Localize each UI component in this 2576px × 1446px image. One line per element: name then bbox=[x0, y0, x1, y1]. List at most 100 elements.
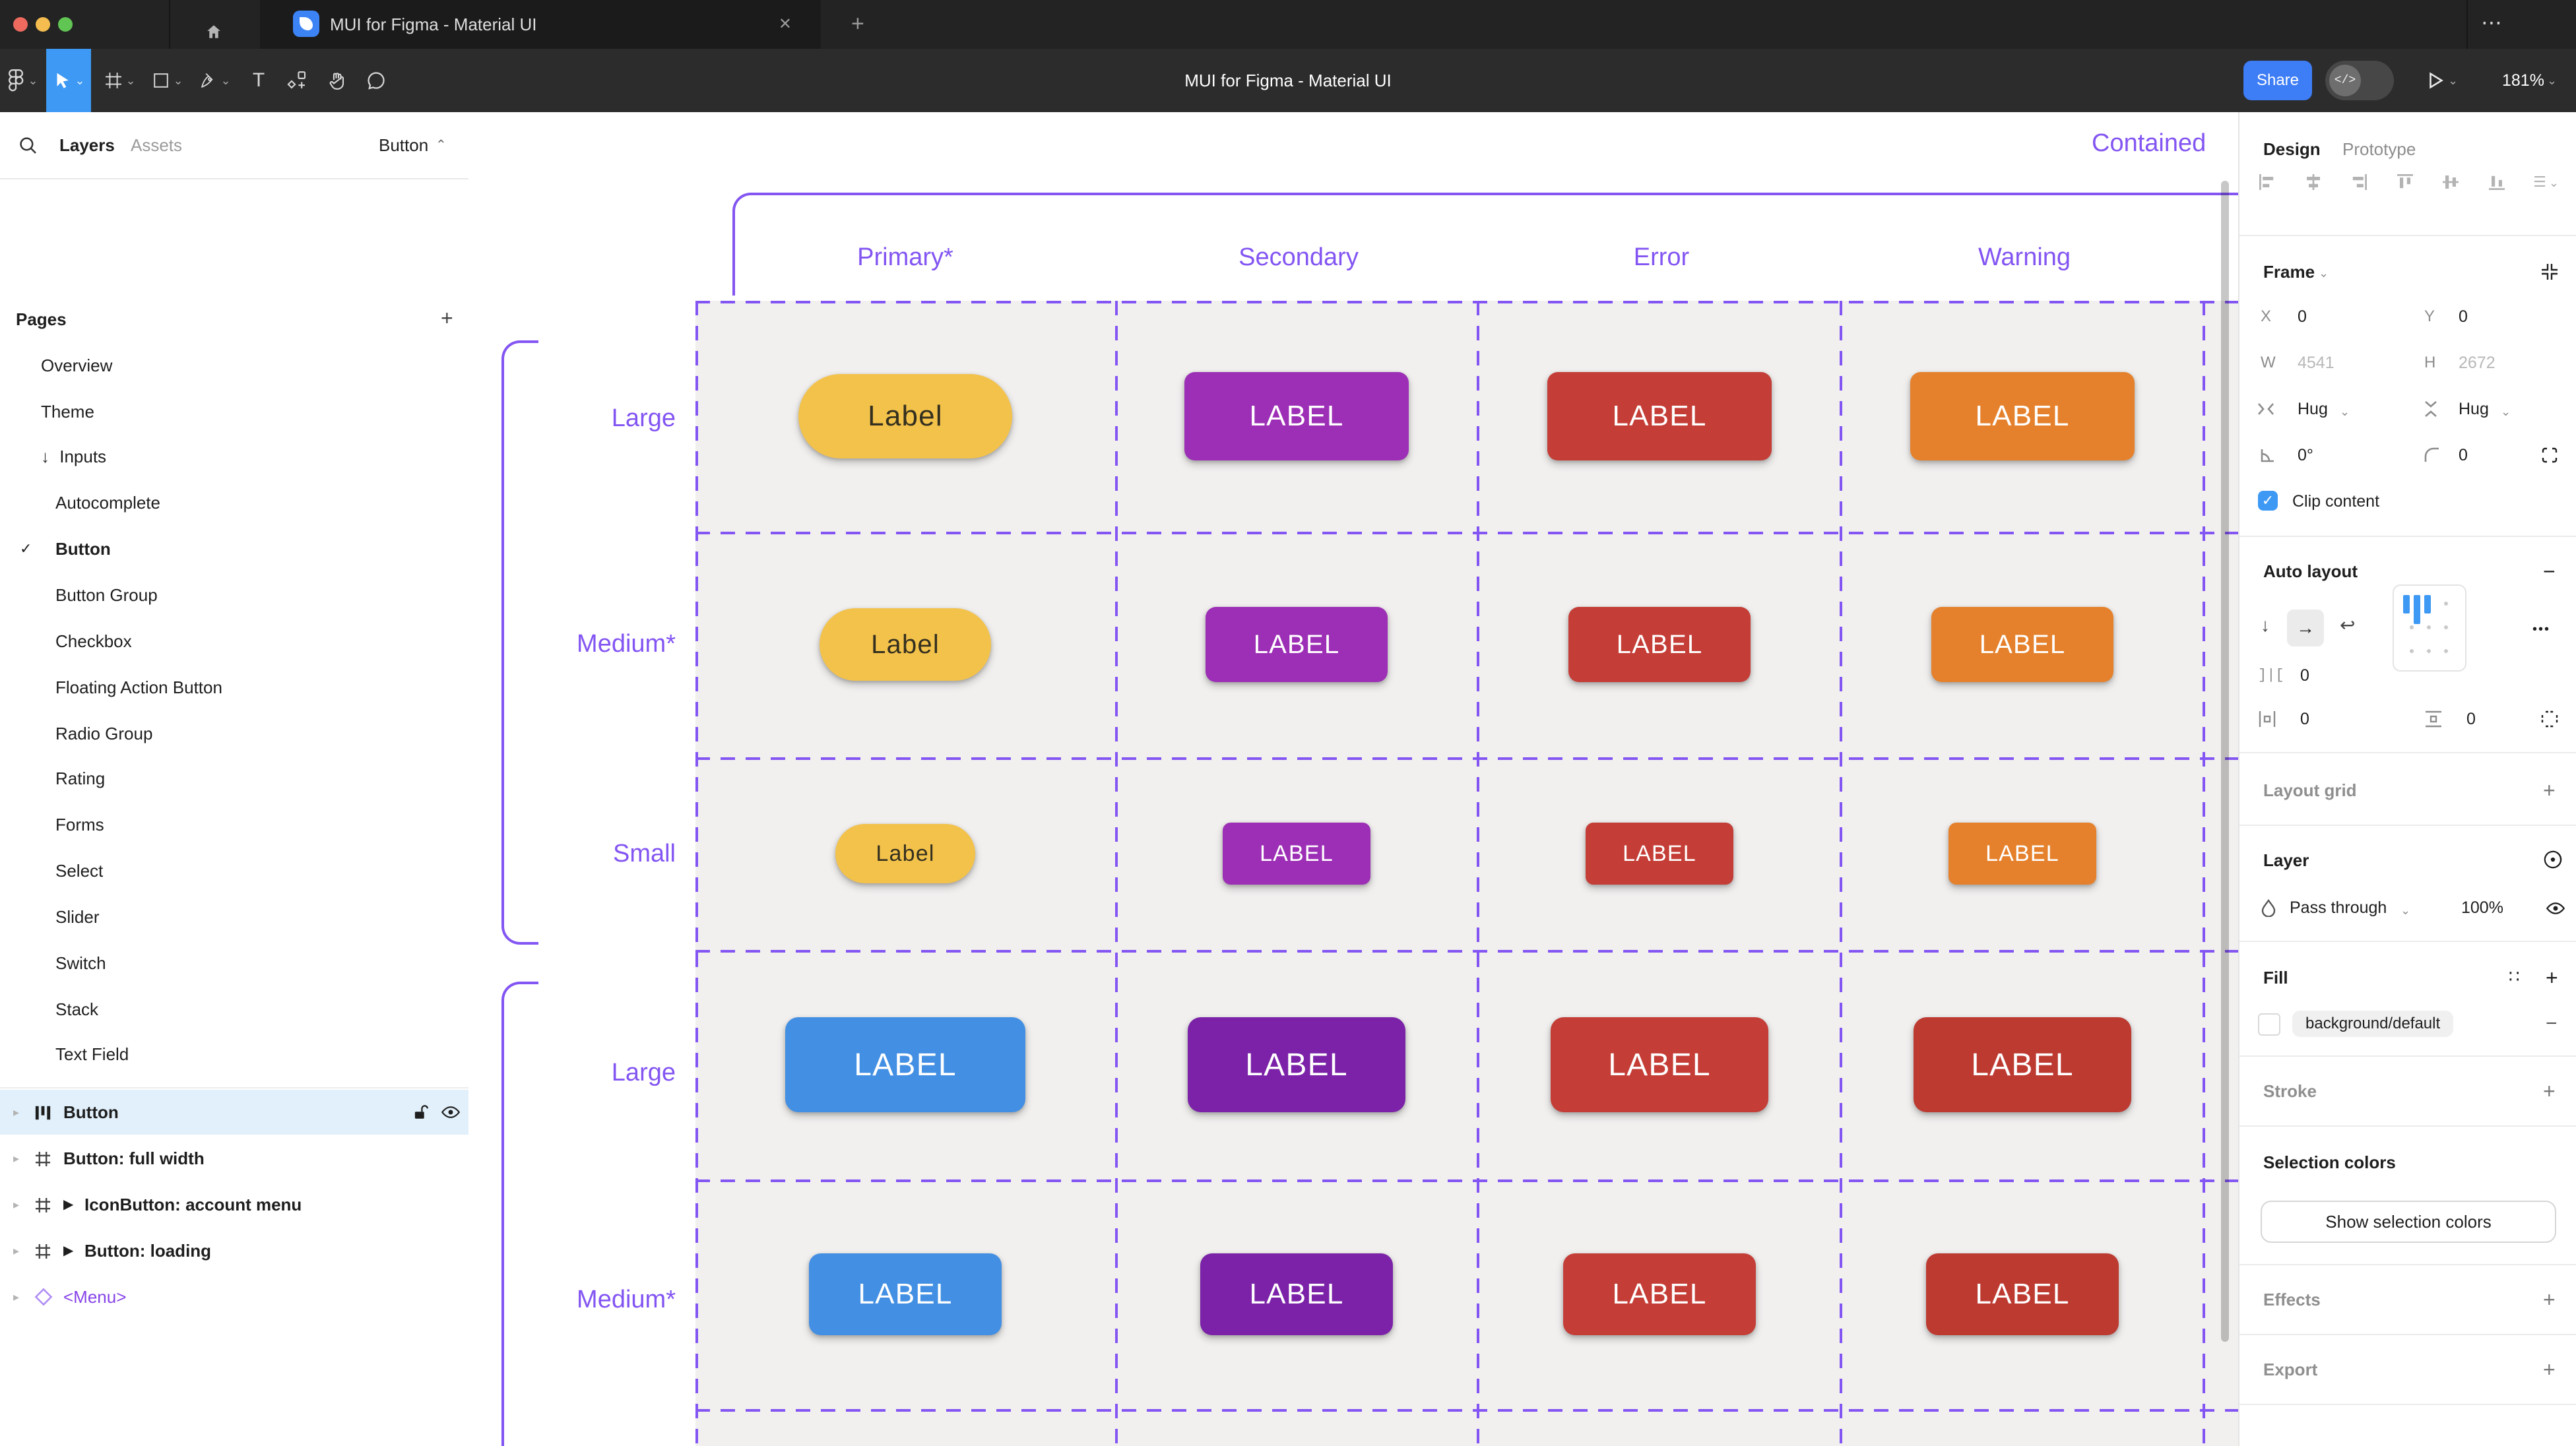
button-primary-small[interactable]: Label bbox=[835, 824, 975, 883]
clip-content-row[interactable]: ✓ Clip content bbox=[2239, 488, 2576, 515]
frame-title[interactable]: Contained bbox=[2092, 129, 2206, 157]
add-page-button[interactable]: + bbox=[441, 306, 453, 330]
layer-row-menu-instance[interactable]: ▸ <Menu> bbox=[0, 1274, 468, 1319]
remove-fill-button[interactable]: − bbox=[2546, 1013, 2558, 1034]
main-menu-button[interactable]: ⌄ bbox=[5, 49, 40, 112]
caret-right-icon[interactable]: ▸ bbox=[13, 1106, 20, 1119]
blend-mode-icon[interactable] bbox=[2543, 850, 2563, 869]
sidebar-page-select[interactable]: Select bbox=[55, 861, 104, 881]
fill-styles-icon[interactable]: ∷ bbox=[2509, 966, 2520, 986]
export-section-header[interactable]: Export bbox=[2263, 1360, 2318, 1379]
move-tool-button[interactable]: ⌄ bbox=[46, 49, 91, 112]
clip-content-checkbox[interactable]: ✓ bbox=[2258, 491, 2278, 511]
alignment-widget[interactable] bbox=[2393, 584, 2466, 672]
eye-icon[interactable] bbox=[2546, 901, 2565, 916]
add-layout-grid-button[interactable]: + bbox=[2543, 778, 2556, 802]
sidebar-page-text-field[interactable]: Text Field bbox=[55, 1044, 129, 1064]
sidebar-page-forms[interactable]: Forms bbox=[55, 815, 104, 834]
width-value-field[interactable]: 4541 bbox=[2298, 354, 2334, 372]
button-error-large[interactable]: LABEL bbox=[1547, 372, 1772, 460]
button-primary-medium[interactable]: Label bbox=[820, 608, 991, 681]
sidebar-page-radio-group[interactable]: Radio Group bbox=[55, 724, 153, 743]
button-error-large-2[interactable]: LABEL bbox=[1551, 1017, 1768, 1112]
zoom-level-control[interactable]: 181% ⌄ bbox=[2502, 49, 2557, 112]
button-secondary-large[interactable]: LABEL bbox=[1184, 372, 1409, 460]
button-secondary-small[interactable]: LABEL bbox=[1223, 823, 1370, 885]
button-warning-medium-2[interactable]: LABEL bbox=[1926, 1253, 2119, 1335]
frame-section-header[interactable]: Frame bbox=[2263, 262, 2315, 282]
show-selection-colors-button[interactable]: Show selection colors bbox=[2261, 1201, 2556, 1243]
tab-assets[interactable]: Assets bbox=[131, 135, 183, 155]
add-stroke-button[interactable]: + bbox=[2543, 1079, 2556, 1103]
individual-corners-icon[interactable] bbox=[2540, 446, 2559, 464]
corner-radius-field[interactable]: 0 bbox=[2459, 446, 2468, 464]
mac-zoom-button[interactable] bbox=[58, 17, 73, 32]
horizontal-padding-field[interactable]: 0 bbox=[2300, 710, 2309, 728]
button-warning-medium[interactable]: LABEL bbox=[1931, 607, 2113, 682]
add-effect-button[interactable]: + bbox=[2543, 1288, 2556, 1311]
layout-grid-section-header[interactable]: Layout grid bbox=[2263, 780, 2357, 800]
opacity-field[interactable]: 100% bbox=[2461, 898, 2503, 917]
button-primary-large-2[interactable]: LABEL bbox=[785, 1017, 1025, 1112]
distribute-menu-icon[interactable]: ☰ ⌄ bbox=[2533, 173, 2559, 190]
add-export-button[interactable]: + bbox=[2543, 1358, 2556, 1381]
button-secondary-medium-2[interactable]: LABEL bbox=[1200, 1253, 1393, 1335]
sidebar-page-button-group[interactable]: Button Group bbox=[55, 585, 158, 605]
resources-tool-button[interactable] bbox=[280, 49, 314, 112]
tab-design[interactable]: Design bbox=[2263, 139, 2321, 159]
tab-close-icon[interactable]: ✕ bbox=[778, 15, 792, 33]
file-tab[interactable]: MUI for Figma - Material UI ✕ bbox=[260, 0, 821, 49]
collapse-corners-icon[interactable] bbox=[2540, 263, 2559, 281]
new-tab-button[interactable]: + bbox=[851, 11, 864, 36]
tab-prototype[interactable]: Prototype bbox=[2342, 139, 2416, 159]
layer-section-header[interactable]: Layer bbox=[2263, 850, 2309, 870]
button-error-medium-2[interactable]: LABEL bbox=[1563, 1253, 1756, 1335]
button-error-small[interactable]: LABEL bbox=[1586, 823, 1733, 885]
sidebar-page-theme[interactable]: Theme bbox=[41, 402, 94, 422]
fill-token-pill[interactable]: background/default bbox=[2292, 1011, 2454, 1037]
mac-close-button[interactable] bbox=[13, 17, 28, 32]
hug-height-dropdown[interactable]: Hug bbox=[2459, 400, 2489, 418]
align-left-icon[interactable] bbox=[2258, 173, 2276, 191]
canvas-scrollbar[interactable] bbox=[2221, 181, 2229, 1342]
caret-right-icon[interactable]: ▸ bbox=[13, 1244, 20, 1257]
sidebar-page-inputs[interactable]: ↓ Inputs bbox=[41, 447, 107, 466]
layer-row-button[interactable]: ▸ Button bbox=[0, 1090, 468, 1135]
wrap-icon[interactable]: ↩ bbox=[2340, 615, 2356, 635]
sidebar-page-switch[interactable]: Switch bbox=[55, 953, 106, 973]
gap-field[interactable]: 0 bbox=[2300, 666, 2309, 685]
button-error-medium[interactable]: LABEL bbox=[1568, 607, 1751, 682]
direction-vertical-icon[interactable]: ↓ bbox=[2261, 615, 2270, 635]
stroke-section-header[interactable]: Stroke bbox=[2263, 1081, 2317, 1101]
caret-right-icon[interactable]: ▸ bbox=[13, 1198, 20, 1211]
auto-layout-more-icon[interactable]: ••• bbox=[2532, 622, 2551, 637]
blend-mode-dropdown[interactable]: Pass through bbox=[2290, 898, 2387, 917]
sidebar-page-fab[interactable]: Floating Action Button bbox=[55, 677, 222, 697]
caret-right-icon[interactable]: ▸ bbox=[13, 1290, 20, 1304]
comment-tool-button[interactable] bbox=[359, 49, 393, 112]
vertical-padding-field[interactable]: 0 bbox=[2466, 710, 2476, 728]
mac-minimize-button[interactable] bbox=[36, 17, 50, 32]
tab-layers[interactable]: Layers bbox=[59, 135, 115, 155]
rotation-field[interactable]: 0° bbox=[2298, 446, 2313, 464]
dev-mode-toggle[interactable]: </> bbox=[2325, 61, 2394, 100]
sidebar-page-checkbox[interactable]: Checkbox bbox=[55, 631, 132, 651]
layer-row-button-loading[interactable]: ▸ ▶ Button: loading bbox=[0, 1228, 468, 1273]
height-value-field[interactable]: 2672 bbox=[2459, 354, 2496, 372]
align-bottom-icon[interactable] bbox=[2488, 173, 2506, 191]
sidebar-page-rating[interactable]: Rating bbox=[55, 769, 106, 788]
canvas[interactable]: Contained Primary* Secondary Error Warni… bbox=[468, 112, 2238, 1446]
button-warning-large-2[interactable]: LABEL bbox=[1914, 1017, 2131, 1112]
x-value-field[interactable]: 0 bbox=[2298, 307, 2307, 326]
fill-section-header[interactable]: Fill bbox=[2263, 968, 2288, 988]
fill-row[interactable]: background/default − bbox=[2239, 1011, 2576, 1037]
search-icon[interactable] bbox=[17, 135, 38, 156]
component-selector[interactable]: Button bbox=[379, 135, 429, 155]
layer-row-iconbutton-account-menu[interactable]: ▸ ▶ IconButton: account menu bbox=[0, 1182, 468, 1227]
button-secondary-large-2[interactable]: LABEL bbox=[1188, 1017, 1405, 1112]
align-horizontal-center-icon[interactable] bbox=[2304, 173, 2323, 191]
direction-horizontal-selected[interactable]: → bbox=[2287, 610, 2324, 646]
caret-right-icon[interactable]: ▸ bbox=[13, 1152, 20, 1165]
hand-tool-button[interactable] bbox=[321, 49, 355, 112]
add-fill-button[interactable]: + bbox=[2546, 966, 2558, 990]
